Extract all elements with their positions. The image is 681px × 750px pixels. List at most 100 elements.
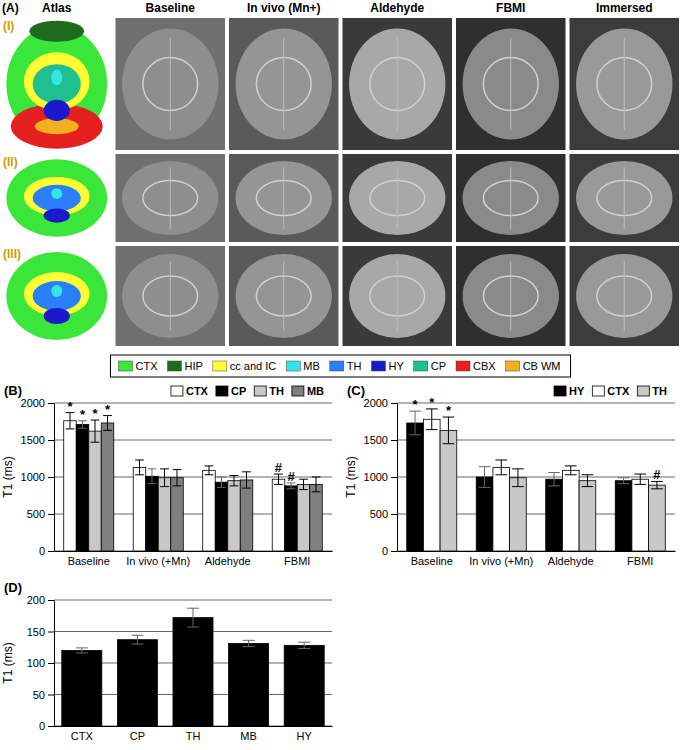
image-background (343, 246, 453, 346)
brain-image (122, 29, 218, 140)
grid (54, 600, 332, 726)
error-bar (243, 640, 255, 646)
image-background (2, 18, 112, 150)
legend-swatch (414, 361, 428, 371)
brain-image (122, 161, 218, 235)
brain-image (576, 161, 672, 235)
bar (615, 481, 632, 551)
column-header: Aldehyde (370, 1, 424, 15)
y-tick: 2000 (364, 397, 397, 409)
image-cell (2, 154, 112, 242)
brain-image (576, 29, 672, 140)
significance-marker: * (446, 403, 452, 418)
y-tick-mark (48, 600, 54, 601)
image-background (570, 18, 680, 150)
legend-label: HY (569, 385, 585, 397)
legend-swatch (292, 386, 304, 396)
column-header: FBMI (496, 1, 525, 15)
image-background (116, 154, 226, 242)
x-tick: CTX (71, 730, 94, 742)
y-axis-title: T1 (ms) (344, 456, 358, 497)
error-bar (91, 420, 100, 442)
y-tick-label: 150 (27, 626, 45, 638)
error-bar (78, 421, 87, 428)
image-cell (456, 18, 566, 150)
error-bar (274, 474, 283, 484)
brain-midline (510, 261, 511, 331)
image-cell (229, 18, 339, 150)
y-tick-mark (48, 477, 54, 478)
x-tick: HY (297, 730, 313, 742)
row-label: (I) (3, 19, 14, 33)
column-header: Immersed (596, 1, 653, 15)
annotations: *#*#** (67, 399, 295, 484)
panel-label: (A) (2, 1, 19, 15)
grid-line (397, 403, 675, 404)
y-tick: 1000 (21, 471, 54, 483)
error-bar (409, 411, 421, 435)
grid-line (54, 600, 332, 601)
legend-label: MB (303, 360, 320, 372)
x-axis: BaselineIn vivo (+Mn)AldehydeFBMI (55, 552, 333, 567)
legend-swatch (592, 386, 604, 396)
image-background (229, 18, 339, 150)
marks (407, 409, 666, 551)
y-tick-label: 500 (27, 508, 45, 520)
brain-midline (283, 38, 284, 130)
bar (76, 424, 89, 551)
column-header: Baseline (146, 1, 196, 15)
significance-marker: * (413, 397, 419, 412)
image-cell (229, 154, 339, 242)
marks (62, 608, 324, 726)
image-cell (116, 18, 226, 150)
y-tick-mark (48, 726, 54, 727)
x-tick: Aldehyde (548, 555, 594, 567)
error-bar (512, 469, 524, 487)
brain-midline (624, 38, 625, 130)
error-bar (479, 467, 491, 488)
bar (229, 643, 269, 726)
image-background (2, 246, 112, 346)
x-tick: Baseline (68, 555, 110, 567)
brain-image (463, 254, 559, 338)
bar (423, 419, 440, 551)
plot: ***#0500100015002000BaselineIn vivo (+Mn… (344, 385, 676, 567)
panel-a: (A)AtlasBaselineIn vivo (Mn+)AldehydeFBM… (2, 1, 679, 346)
y-axis: 0500100015002000 (21, 397, 55, 557)
row-label: (III) (3, 247, 21, 261)
y-tick-mark (48, 514, 54, 515)
y-tick-mark (48, 632, 54, 633)
y-tick-label: 1500 (364, 434, 388, 446)
legend: HYCTXTH (554, 385, 667, 397)
brain-midline (170, 261, 171, 331)
error-bar (582, 475, 594, 487)
bar (272, 479, 285, 551)
brain-image (349, 254, 445, 338)
legend-swatch (330, 361, 344, 371)
legend-swatch (506, 361, 520, 371)
image-background (343, 18, 453, 150)
y-tick-mark (391, 514, 397, 515)
x-tick: TH (186, 730, 201, 742)
y-tick: 1500 (364, 434, 397, 446)
legend-swatch (286, 361, 300, 371)
figure: (A)AtlasBaselineIn vivo (Mn+)AldehydeFBM… (0, 0, 681, 750)
error-bar (299, 479, 308, 489)
bar (101, 423, 114, 551)
bar (173, 618, 213, 726)
bar (133, 467, 146, 551)
error-bar (634, 474, 646, 484)
bar (493, 467, 510, 551)
x-tick-label: MB (240, 730, 257, 742)
bar (476, 477, 493, 551)
y-tick-mark (391, 551, 397, 552)
error-bar (217, 477, 226, 487)
y-tick-label: 2000 (21, 397, 45, 409)
y-axis-line (397, 404, 398, 552)
image-background (343, 154, 453, 242)
y-tick: 2000 (21, 397, 54, 409)
x-axis: CTXCPTHMBHY (55, 727, 333, 742)
bar (649, 485, 666, 551)
atlas-region (44, 308, 70, 324)
bar (171, 478, 184, 551)
